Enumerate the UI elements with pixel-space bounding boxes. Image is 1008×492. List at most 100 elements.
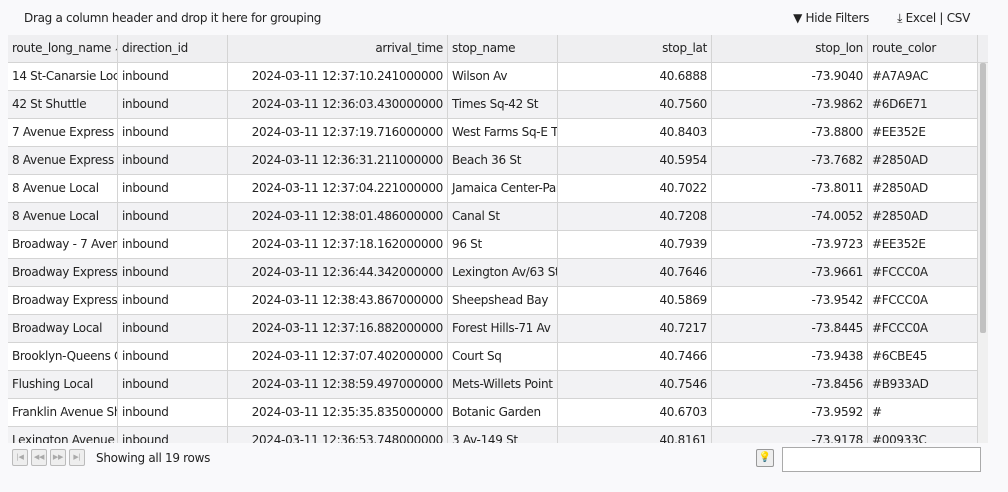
cell-route-long-name: 8 Avenue Local xyxy=(8,175,118,202)
export-group: ⤓ Excel | CSV xyxy=(897,11,971,25)
cell-route-color: #EE352E xyxy=(868,119,978,146)
cell-stop-lon: -73.9862 xyxy=(712,91,868,118)
cell-stop-lon: -73.8445 xyxy=(712,315,868,342)
table-row[interactable]: Broadway Local inbound 2024-03-11 12:37:16… xyxy=(8,315,988,343)
cell-direction-id: inbound xyxy=(118,343,228,370)
column-header-direction-id[interactable]: direction_id xyxy=(118,35,228,62)
cell-stop-lon: -73.9178 xyxy=(712,427,868,443)
table-row[interactable]: Brooklyn-Queens Crosstowninbound2024-03-… xyxy=(8,343,988,371)
filter-icon: ▼ xyxy=(793,11,803,25)
cell-direction-id: inbound xyxy=(118,119,228,146)
cell-route-color: #FCCC0A xyxy=(868,259,978,286)
download-icon: ⤓ xyxy=(897,11,903,25)
table-row[interactable]: Franklin Avenue Shuttleinbound2024-03-11… xyxy=(8,399,988,427)
cell-stop-name: Mets-Willets Point xyxy=(448,371,558,398)
cell-direction-id: inbound xyxy=(118,63,228,90)
cell-direction-id: inbound xyxy=(118,175,228,202)
column-header-stop-lon[interactable]: stop_lon xyxy=(712,35,868,62)
lightbulb-icon[interactable]: 💡 xyxy=(756,449,774,467)
column-header-stop-name[interactable]: stop_name xyxy=(448,35,558,62)
cell-stop-lon: -73.9661 xyxy=(712,259,868,286)
cell-route-color: #FCCC0A xyxy=(868,315,978,342)
cell-stop-lat: 40.7022 xyxy=(558,175,712,202)
group-drop-zone[interactable]: Drag a column header and drop it here fo… xyxy=(24,11,322,25)
table-row[interactable]: 8 Avenue Local inbound 2024-03-11 12:38:01… xyxy=(8,203,988,231)
excel-button[interactable]: Excel xyxy=(905,11,937,25)
cell-direction-id: inbound xyxy=(118,147,228,174)
cell-arrival-time: 2024-03-11 12:37:04.221000000 xyxy=(228,175,448,202)
cell-route-long-name: Broadway - 7 Avenue Local xyxy=(8,231,118,258)
csv-button[interactable]: CSV xyxy=(946,11,971,25)
cell-stop-lat: 40.6888 xyxy=(558,63,712,90)
cell-stop-lat: 40.7560 xyxy=(558,91,712,118)
cell-stop-lat: 40.7466 xyxy=(558,343,712,370)
table-row[interactable]: Broadway Express inbound 2024-03-11 12:38:… xyxy=(8,287,988,315)
table-row[interactable]: Broadway - 7 Avenue Localinbound2024-03-… xyxy=(8,231,988,259)
last-page-button[interactable]: ▶| xyxy=(69,449,85,466)
column-header-arrival-time[interactable]: arrival_time xyxy=(228,35,448,62)
cell-route-color: #FCCC0A xyxy=(868,287,978,314)
scrollbar-thumb[interactable] xyxy=(980,63,986,333)
cell-stop-lon: -73.9542 xyxy=(712,287,868,314)
cell-direction-id: inbound xyxy=(118,427,228,443)
table-row[interactable]: Lexington Avenue Expressinbound2024-03-1… xyxy=(8,427,988,443)
cell-arrival-time: 2024-03-11 12:36:03.430000000 xyxy=(228,91,448,118)
first-page-button[interactable]: |◀ xyxy=(12,449,28,466)
cell-stop-lat: 40.7208 xyxy=(558,203,712,230)
column-header-route-color[interactable]: route_color xyxy=(868,35,978,62)
cell-arrival-time: 2024-03-11 12:38:01.486000000 xyxy=(228,203,448,230)
table-row[interactable]: Broadway Express inbound 2024-03-11 12:36:… xyxy=(8,259,988,287)
cell-arrival-time: 2024-03-11 12:35:35.835000000 xyxy=(228,399,448,426)
cell-direction-id: inbound xyxy=(118,371,228,398)
cell-stop-lat: 40.7546 xyxy=(558,371,712,398)
cell-route-long-name: Lexington Avenue Express xyxy=(8,427,118,443)
cell-stop-lon: -73.8800 xyxy=(712,119,868,146)
cell-direction-id: inbound xyxy=(118,91,228,118)
cell-stop-name: Beach 36 St xyxy=(448,147,558,174)
cell-stop-lat: 40.7939 xyxy=(558,231,712,258)
cell-route-color: #2850AD xyxy=(868,147,978,174)
cell-stop-name: 96 St xyxy=(448,231,558,258)
cell-stop-lon: -73.8456 xyxy=(712,371,868,398)
cell-route-long-name: Brooklyn-Queens Crosstown xyxy=(8,343,118,370)
cell-stop-lon: -73.7682 xyxy=(712,147,868,174)
cell-route-long-name: 7 Avenue Express xyxy=(8,119,118,146)
cell-stop-name: Jamaica Center-Parsons/Archer xyxy=(448,175,558,202)
table-row[interactable]: Flushing Local inbound 2024-03-11 12:38:59… xyxy=(8,371,988,399)
table-row[interactable]: 42 St Shuttle inbound 2024-03-11 12:36:03.… xyxy=(8,91,988,119)
cell-direction-id: inbound xyxy=(118,231,228,258)
cell-stop-name: West Farms Sq-E Tremont Av xyxy=(448,119,558,146)
vertical-scrollbar[interactable] xyxy=(978,63,988,443)
cell-route-long-name: Broadway Express xyxy=(8,287,118,314)
table-row[interactable]: 14 St-Canarsie Local inbound 2024-03-11 12… xyxy=(8,63,988,91)
hide-filters-button[interactable]: ▼ Hide Filters xyxy=(793,11,869,26)
cell-route-long-name: Broadway Local xyxy=(8,315,118,342)
cell-direction-id: inbound xyxy=(118,287,228,314)
cell-stop-lon: -73.9040 xyxy=(712,63,868,90)
cell-arrival-time: 2024-03-11 12:37:18.162000000 xyxy=(228,231,448,258)
column-header-stop-lat[interactable]: stop_lat xyxy=(558,35,712,62)
quick-filter-input[interactable] xyxy=(782,447,981,472)
cell-stop-lon: -73.9592 xyxy=(712,399,868,426)
table-row[interactable]: 7 Avenue Express inbound 2024-03-11 12:37:… xyxy=(8,119,988,147)
cell-route-color: #EE352E xyxy=(868,231,978,258)
cell-route-color: #6CBE45 xyxy=(868,343,978,370)
next-page-button[interactable]: ▶▶ xyxy=(50,449,66,466)
cell-route-color: #2850AD xyxy=(868,175,978,202)
header-row: route_long_name ⏶ direction_id arrival_tim… xyxy=(8,35,988,63)
cell-route-color: # xyxy=(868,399,978,426)
prev-page-button[interactable]: ◀◀ xyxy=(31,449,47,466)
cell-arrival-time: 2024-03-11 12:37:10.241000000 xyxy=(228,63,448,90)
row-count-info: Showing all 19 rows xyxy=(96,450,211,465)
cell-stop-name: 3 Av-149 St xyxy=(448,427,558,443)
cell-arrival-time: 2024-03-11 12:36:31.211000000 xyxy=(228,147,448,174)
column-header-route-long-name[interactable]: route_long_name ⏶ xyxy=(8,35,118,62)
table-row[interactable]: 8 Avenue Local inbound 2024-03-11 12:37:04… xyxy=(8,175,988,203)
cell-stop-name: Court Sq xyxy=(448,343,558,370)
table-row[interactable]: 8 Avenue Express inbound 2024-03-11 12:36:… xyxy=(8,147,988,175)
cell-stop-name: Sheepshead Bay xyxy=(448,287,558,314)
cell-arrival-time: 2024-03-11 12:37:19.716000000 xyxy=(228,119,448,146)
cell-stop-name: Times Sq-42 St xyxy=(448,91,558,118)
cell-stop-lon: -74.0052 xyxy=(712,203,868,230)
cell-arrival-time: 2024-03-11 12:37:16.882000000 xyxy=(228,315,448,342)
